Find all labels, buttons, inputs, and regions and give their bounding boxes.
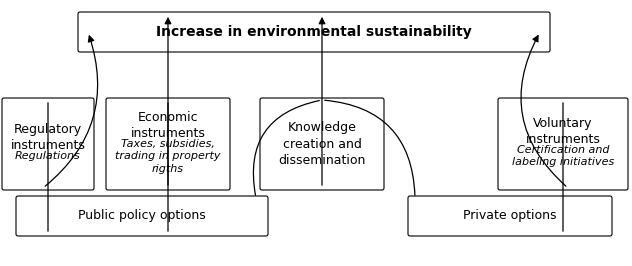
FancyBboxPatch shape (498, 98, 628, 190)
FancyBboxPatch shape (260, 98, 384, 190)
FancyBboxPatch shape (2, 98, 94, 190)
Text: Certification and
labeling initiatives: Certification and labeling initiatives (512, 145, 614, 167)
Text: Taxes, subsidies,
trading in property
rigths: Taxes, subsidies, trading in property ri… (115, 139, 221, 173)
Text: Regulatory
instruments: Regulatory instruments (11, 123, 85, 152)
Text: Economic
instruments: Economic instruments (131, 111, 205, 140)
FancyBboxPatch shape (16, 196, 268, 236)
Text: Increase in environmental sustainability: Increase in environmental sustainability (156, 25, 472, 39)
Text: Regulations: Regulations (15, 151, 81, 161)
Text: Voluntary
instruments: Voluntary instruments (526, 117, 600, 146)
Text: Private options: Private options (463, 210, 557, 222)
Text: Public policy options: Public policy options (78, 210, 206, 222)
FancyBboxPatch shape (78, 12, 550, 52)
FancyBboxPatch shape (408, 196, 612, 236)
Text: Knowledge
creation and
dissemination: Knowledge creation and dissemination (278, 122, 366, 167)
FancyBboxPatch shape (106, 98, 230, 190)
